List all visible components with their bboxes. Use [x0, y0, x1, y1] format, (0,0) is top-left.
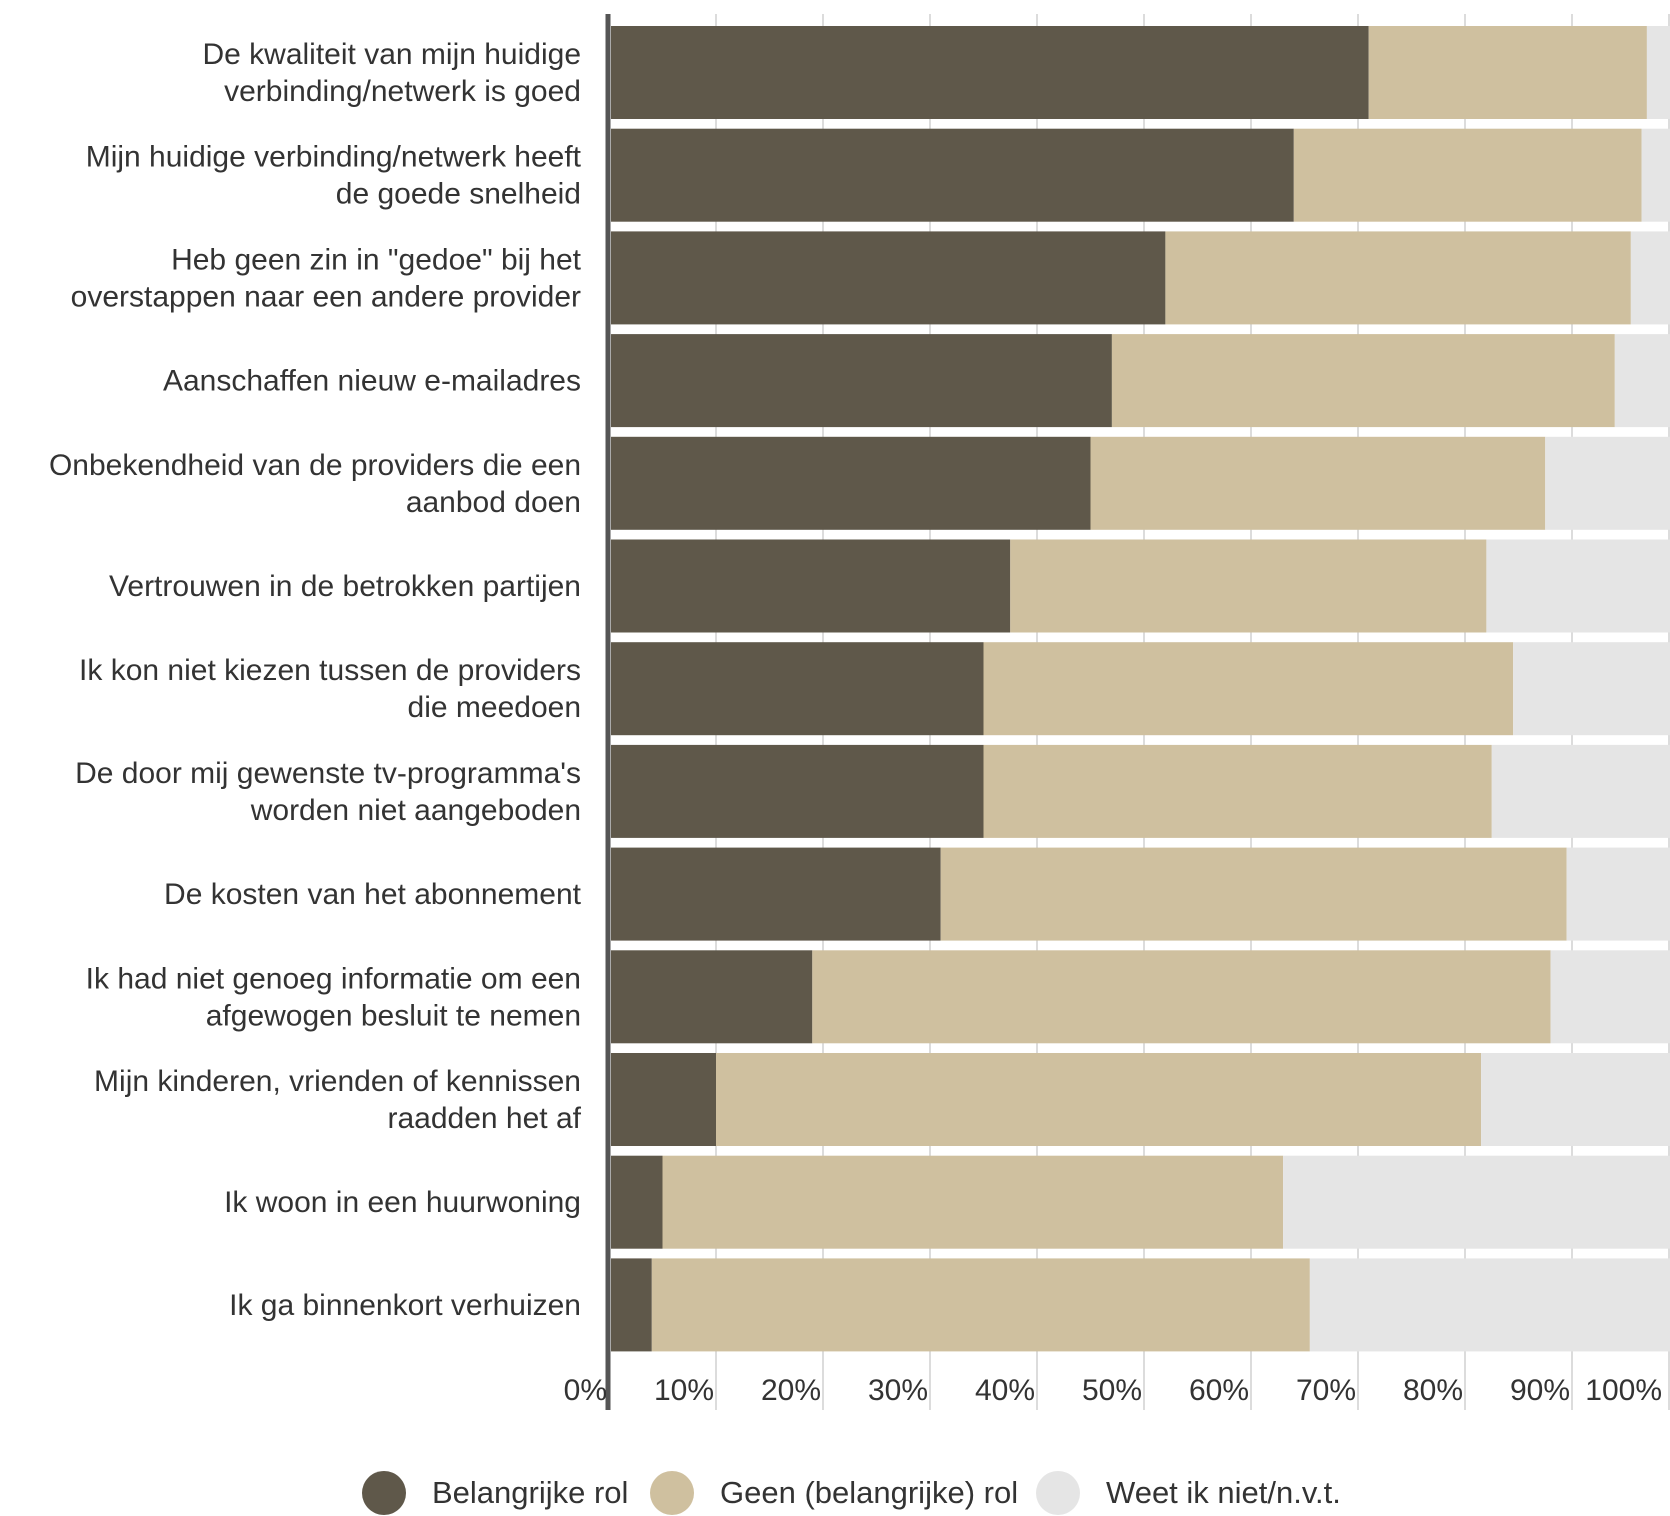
category-label-line: Mijn kinderen, vrienden of kennissen [94, 1065, 581, 1098]
bar-segment-belangrijke-rol [611, 744, 984, 838]
bar-segment-weet-ik-niet [1513, 642, 1670, 736]
legend-item-weet-ik-niet: Weet ik niet/n.v.t. [1036, 1470, 1341, 1516]
category-label: De kosten van het abonnement [164, 878, 582, 911]
bar-segment-weet-ik-niet [1646, 26, 1670, 119]
category-label-line: aanbod doen [406, 486, 581, 519]
bar-segment-geen-rol [1368, 26, 1647, 119]
bar-segment-weet-ik-niet [1566, 847, 1670, 941]
bar-segment-weet-ik-niet [1481, 1053, 1670, 1146]
bar-segment-belangrijke-rol [611, 1258, 652, 1352]
category-label-line: Ik woon in een huurwoning [224, 1186, 581, 1219]
legend-swatch-geen-rol [650, 1471, 694, 1515]
bar-segment-weet-ik-niet [1641, 128, 1670, 222]
stacked-bar-chart: De kwaliteit van mijn huidige verbinding/… [49, 14, 1670, 1410]
category-label-line: Heb geen zin in "gedoe" bij het [171, 243, 582, 276]
x-tick-label: 60% [1189, 1374, 1249, 1407]
bar-segment-geen-rol [940, 847, 1567, 941]
category-label-line: worden niet aangeboden [250, 794, 581, 827]
x-tick-label: 70% [1296, 1374, 1356, 1407]
bar-segment-geen-rol [983, 642, 1514, 736]
category-label: Aanschaffen nieuw e-mailadres [163, 365, 581, 398]
legend-swatch-belangrijke-rol [362, 1471, 406, 1515]
bar-segment-belangrijke-rol [611, 1053, 716, 1146]
category-label: Ik ga binnenkort verhuizen [229, 1289, 581, 1322]
bar-segment-belangrijke-rol [611, 1155, 663, 1249]
category-label-line: verbinding/netwerk is goed [224, 75, 581, 108]
bar-segment-belangrijke-rol [611, 334, 1112, 428]
category-label: Vertrouwen in de betrokken partijen [109, 570, 581, 603]
category-label-line: De kosten van het abonnement [164, 878, 582, 911]
category-label: Mijn kinderen, vrienden of kennissen raad… [94, 1065, 582, 1135]
bar-segment-belangrijke-rol [611, 436, 1091, 530]
bar-segment-weet-ik-niet [1614, 334, 1670, 428]
bar-segment-belangrijke-rol [611, 26, 1369, 119]
category-label-line: overstappen naar een andere provider [71, 280, 581, 313]
bar-segment-weet-ik-niet [1491, 744, 1670, 838]
bar-segment-belangrijke-rol [611, 128, 1294, 222]
category-label-line: raadden het af [388, 1102, 582, 1135]
bar-segment-weet-ik-niet [1545, 436, 1670, 530]
x-tick-label: 50% [1082, 1374, 1142, 1407]
category-label: Ik kon niet kiezen tussen de providers di… [79, 654, 581, 724]
bar-segment-geen-rol [1010, 539, 1487, 633]
category-label: Ik had niet genoeg informatie om een afge… [86, 962, 581, 1032]
x-tick-label: 100% [1585, 1374, 1662, 1407]
legend-swatch-weet-ik-niet [1036, 1471, 1080, 1515]
x-tick-label: 0% [564, 1374, 607, 1407]
bar-segment-weet-ik-niet [1283, 1155, 1670, 1249]
legend-label-weet-ik-niet: Weet ik niet/n.v.t. [1106, 1475, 1341, 1510]
x-tick-label: 80% [1403, 1374, 1463, 1407]
bar-segment-geen-rol [662, 1155, 1284, 1249]
bar-segment-geen-rol [983, 744, 1492, 838]
category-label-line: Onbekendheid van de providers die een [49, 449, 581, 482]
bar-segment-geen-rol [1165, 231, 1631, 325]
bar-segment-geen-rol [812, 950, 1551, 1044]
category-label: De kwaliteit van mijn huidige verbinding/… [202, 38, 581, 108]
legend-item-geen-rol: Geen (belangrijke) rol [650, 1470, 1018, 1516]
bar-segment-belangrijke-rol [611, 642, 984, 736]
x-tick-label: 20% [761, 1374, 821, 1407]
bar-segment-geen-rol [1090, 436, 1546, 530]
legend-item-belangrijke-rol: Belangrijke rol [362, 1470, 628, 1516]
x-tick-label: 10% [654, 1374, 714, 1407]
legend-label-belangrijke-rol: Belangrijke rol [432, 1475, 629, 1510]
category-label-line: De door mij gewenste tv-programma's [75, 757, 581, 790]
category-label-line: die meedoen [408, 691, 581, 724]
bar-segment-geen-rol [1111, 334, 1615, 428]
category-label-line: Vertrouwen in de betrokken partijen [109, 570, 581, 603]
category-label-line: De kwaliteit van mijn huidige [202, 38, 581, 71]
category-label: Ik woon in een huurwoning [224, 1186, 581, 1219]
category-label: Mijn huidige verbinding/netwerk heeft de … [86, 141, 582, 211]
x-tick-label: 90% [1510, 1374, 1570, 1407]
category-label-line: Aanschaffen nieuw e-mailadres [163, 365, 581, 398]
bar-segment-weet-ik-niet [1630, 231, 1670, 325]
bar-segment-weet-ik-niet [1550, 950, 1670, 1044]
category-label-line: Ik ga binnenkort verhuizen [229, 1289, 581, 1322]
bar-segment-weet-ik-niet [1486, 539, 1670, 633]
legend-label-geen-rol: Geen (belangrijke) rol [720, 1475, 1019, 1510]
bar-segment-belangrijke-rol [611, 231, 1166, 325]
bar-segment-belangrijke-rol [611, 539, 1011, 633]
category-label-line: afgewogen besluit te nemen [206, 999, 581, 1032]
category-label: Heb geen zin in "gedoe" bij het overstapp… [71, 243, 582, 313]
category-label-line: Ik kon niet kiezen tussen de providers [79, 654, 581, 687]
category-label-line: Mijn huidige verbinding/netwerk heeft [86, 141, 582, 174]
x-tick-label: 40% [975, 1374, 1035, 1407]
bar-segment-geen-rol [1293, 128, 1642, 222]
bar-segment-weet-ik-niet [1309, 1258, 1670, 1352]
bar-segment-belangrijke-rol [611, 950, 813, 1044]
legend: Belangrijke rol Geen (belangrijke) rol W… [0, 1470, 1670, 1516]
category-label-line: Ik had niet genoeg informatie om een [86, 962, 581, 995]
bar-segment-geen-rol [716, 1053, 1482, 1146]
x-tick-label: 30% [868, 1374, 928, 1407]
category-label-line: de goede snelheid [336, 178, 581, 211]
category-label: Onbekendheid van de providers die een aan… [49, 449, 581, 519]
bar-segment-geen-rol [651, 1258, 1310, 1352]
bar-segment-belangrijke-rol [611, 847, 941, 941]
category-label: De door mij gewenste tv-programma's worde… [75, 757, 581, 827]
